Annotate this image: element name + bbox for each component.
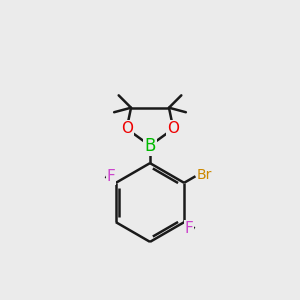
Text: O: O xyxy=(167,121,179,136)
Text: F: F xyxy=(107,169,116,184)
Text: O: O xyxy=(121,121,133,136)
Text: B: B xyxy=(144,136,156,154)
Text: Br: Br xyxy=(197,168,212,182)
Text: F: F xyxy=(184,221,193,236)
